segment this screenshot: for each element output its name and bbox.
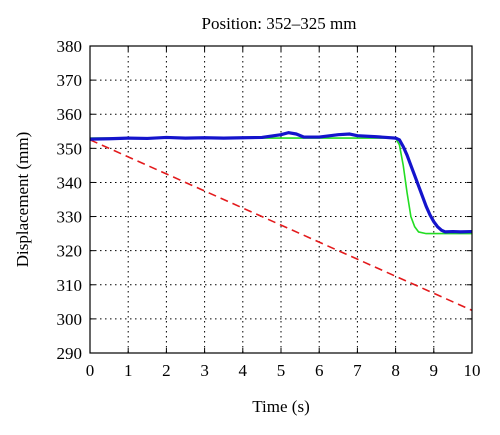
y-tick-label: 380 <box>57 37 83 56</box>
x-tick-label: 5 <box>277 361 286 380</box>
x-tick-label: 0 <box>86 361 95 380</box>
y-tick-label: 340 <box>57 173 83 192</box>
reference-dashed-line <box>89 139 473 312</box>
x-axis-label: Time (s) <box>252 397 309 416</box>
x-tick-label: 9 <box>430 361 439 380</box>
y-tick-label: 290 <box>57 344 83 363</box>
y-tick-label: 310 <box>57 276 83 295</box>
x-tick-label: 1 <box>124 361 133 380</box>
plot-series <box>89 131 473 312</box>
x-tick-label: 4 <box>239 361 248 380</box>
x-tick-label: 6 <box>315 361 324 380</box>
x-tick-label: 8 <box>391 361 400 380</box>
y-tick-label: 370 <box>57 71 83 90</box>
x-tick-label: 2 <box>162 361 171 380</box>
y-tick-label: 360 <box>57 105 83 124</box>
y-tick-label: 330 <box>57 208 83 227</box>
x-tick-label: 3 <box>200 361 209 380</box>
grid <box>90 46 472 353</box>
x-tick-label: 7 <box>353 361 362 380</box>
x-tick-label: 10 <box>464 361 481 380</box>
y-tick-label: 320 <box>57 242 83 261</box>
axis-ticks: 0 1 2 3 4 5 6 7 8 9 10 290 300 310 320 330 340 350 360 370 3… <box>57 37 481 380</box>
y-tick-label: 350 <box>57 139 83 158</box>
blue-measured-line <box>89 131 473 234</box>
chart-title: Position: 352–325 mm <box>202 14 357 33</box>
y-tick-label: 300 <box>57 310 83 329</box>
y-axis-label: Displacement (mm) <box>13 132 32 268</box>
